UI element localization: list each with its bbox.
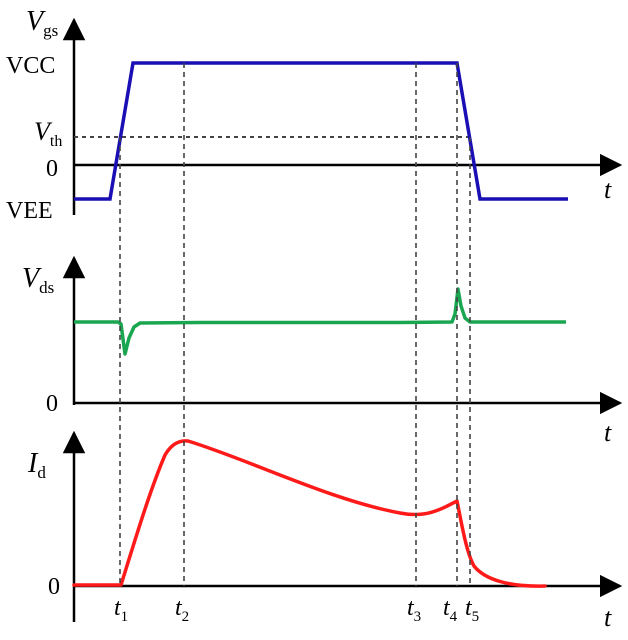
vgs-panel: Vgs VCC Vth 0 VEE t bbox=[6, 6, 620, 224]
vds-panel: Vds 0 t bbox=[22, 258, 620, 447]
t4-label: t4 bbox=[443, 595, 458, 625]
id-zero-label: 0 bbox=[48, 574, 60, 600]
vgs-zero-label: 0 bbox=[46, 156, 58, 182]
vds-waveform bbox=[74, 289, 566, 354]
id-axis-title: Id bbox=[27, 448, 46, 482]
vds-t-axis-label: t bbox=[604, 418, 612, 447]
t2-label: t2 bbox=[175, 595, 189, 625]
time-guides bbox=[120, 63, 470, 586]
time-marker-labels: t1 t2 t3 t4 t5 bbox=[114, 595, 479, 625]
vgs-waveform bbox=[74, 63, 568, 199]
switching-waveform-diagram: Vgs VCC Vth 0 VEE t Vds 0 t Id 0 t bbox=[0, 0, 628, 640]
vth-label: Vth bbox=[34, 117, 62, 150]
vds-axis-title: Vds bbox=[22, 263, 54, 297]
id-waveform bbox=[74, 441, 545, 586]
vcc-label: VCC bbox=[6, 53, 55, 79]
id-t-axis-label: t bbox=[604, 603, 612, 632]
vee-label: VEE bbox=[6, 198, 53, 224]
vgs-t-axis-label: t bbox=[604, 175, 612, 204]
vgs-axis-title: Vgs bbox=[26, 6, 58, 40]
vds-zero-label: 0 bbox=[46, 391, 58, 417]
t3-label: t3 bbox=[407, 595, 421, 625]
t5-label: t5 bbox=[465, 595, 479, 625]
t1-label: t1 bbox=[114, 595, 128, 625]
